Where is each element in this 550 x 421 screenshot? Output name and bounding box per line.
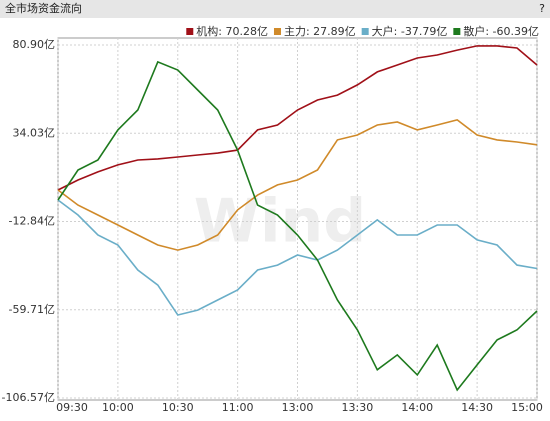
legend-label: 散户: -60.39亿 (463, 24, 539, 38)
y-tick-label: 80.90亿 (13, 38, 56, 51)
series-line (57, 45, 538, 191)
legend-label: 机构: 70.28亿 (196, 24, 268, 38)
y-tick-label: 34.03亿 (13, 126, 56, 139)
x-tick-label: 10:30 (162, 401, 194, 414)
legend-swatch (273, 28, 281, 35)
x-tick-label: 11:00 (222, 401, 254, 414)
help-button[interactable]: ? (539, 2, 545, 15)
x-tick-label: 14:30 (461, 401, 493, 414)
header-title: 全市场资金流向 (5, 1, 82, 15)
x-tick-label: 13:00 (282, 401, 314, 414)
y-tick-label: -106.57亿 (2, 391, 55, 404)
legend-label: 大户: -37.79亿 (372, 24, 448, 38)
y-tick-label: -59.71亿 (9, 303, 55, 316)
x-tick-label: 15:00 (511, 401, 543, 414)
legend-swatch (453, 28, 461, 35)
y-tick-label: -12.84亿 (9, 215, 55, 228)
x-tick-label: 13:30 (342, 401, 374, 414)
header-bar (0, 0, 550, 18)
x-tick-label: 10:00 (102, 401, 134, 414)
legend-label: 主力: 27.89亿 (284, 25, 356, 38)
series-line (57, 119, 538, 251)
series-line (57, 60, 538, 392)
x-tick-label: 14:00 (401, 401, 433, 414)
legend-swatch (361, 28, 369, 35)
legend-swatch (186, 28, 194, 35)
x-tick-label: 09:30 (56, 401, 88, 414)
series-line (57, 199, 538, 316)
